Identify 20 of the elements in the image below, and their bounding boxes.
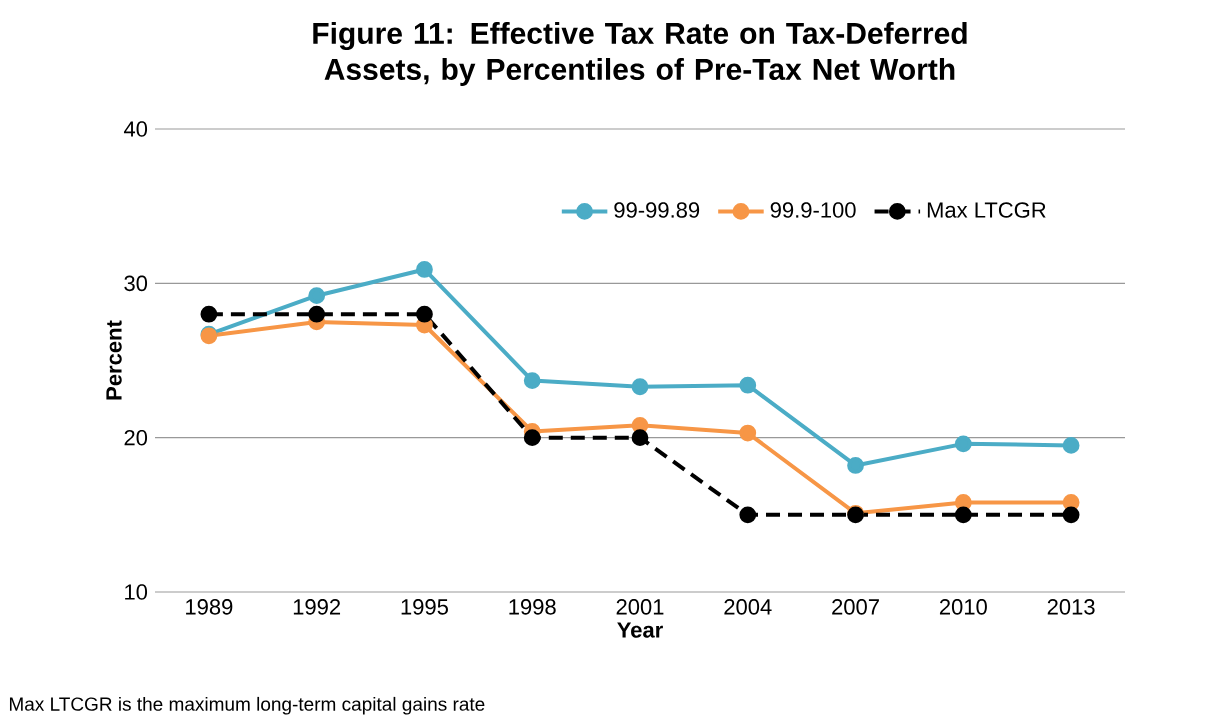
y-tick-label: 20 bbox=[124, 429, 148, 446]
x-tick-label: 1992 bbox=[293, 599, 341, 615]
x-tick-label: 2013 bbox=[1047, 599, 1095, 615]
x-tick-label: 1998 bbox=[509, 599, 556, 615]
x-axis-title: Year bbox=[617, 622, 663, 638]
legend-label: 99.9-100 bbox=[770, 202, 856, 218]
legend-label: Max LTCGR bbox=[927, 202, 1046, 218]
x-tick-label: 2004 bbox=[724, 599, 772, 615]
y-tick-label: 40 bbox=[123, 121, 148, 137]
y-tick-label: 30 bbox=[124, 275, 148, 292]
x-tick-label: 1989 bbox=[186, 599, 233, 615]
legend-label: 99-99.89 bbox=[614, 202, 700, 218]
x-tick-label: 1995 bbox=[401, 599, 448, 615]
x-tick-label: 2007 bbox=[832, 599, 879, 615]
chart-title: Figure 11: Effective Tax Rate on Tax-Deferred Assets, by Percentiles of Pre-Tax Net Worth bbox=[313, 21, 967, 86]
text: Max LTCGR is the maximum long-term capital gains rate bbox=[9, 696, 485, 715]
y-axis-title: Percent bbox=[106, 320, 122, 400]
y-tick-label: 10 bbox=[125, 584, 148, 600]
x-tick-label: 2010 bbox=[939, 599, 987, 615]
x-tick-label: 2001 bbox=[616, 599, 664, 615]
